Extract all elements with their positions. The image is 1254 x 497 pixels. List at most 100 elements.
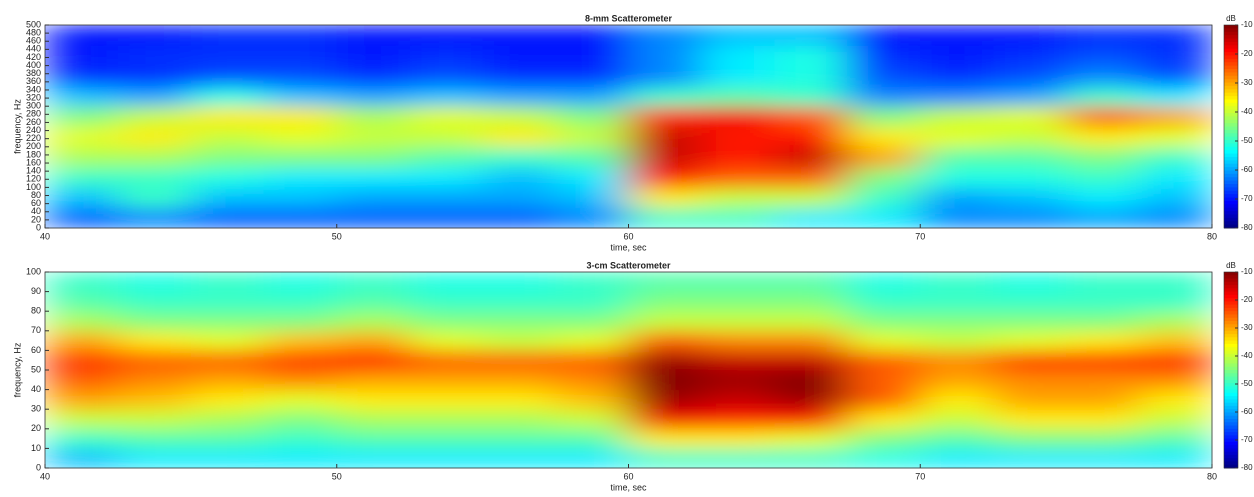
cell [337, 448, 410, 468]
colorbar-tick-label: -70 [1241, 435, 1253, 444]
colorbar-swatch [1224, 344, 1238, 348]
cell [701, 409, 774, 429]
colorbar-swatch [1224, 357, 1238, 361]
colorbar-swatch [1224, 143, 1238, 147]
cell [1066, 86, 1139, 107]
cell [410, 292, 483, 312]
cell [337, 208, 410, 229]
colorbar-tick-label: -10 [1241, 267, 1253, 276]
cell [993, 370, 1066, 390]
cell [410, 167, 483, 188]
cell [264, 66, 337, 87]
colorbar-swatch [1224, 28, 1238, 32]
cell [920, 25, 993, 46]
cell [993, 127, 1066, 148]
cell [847, 350, 920, 370]
cell [701, 448, 774, 468]
cell [1066, 147, 1139, 168]
colorbar-swatch [1224, 99, 1238, 103]
cell [556, 106, 629, 127]
colorbar-swatch [1224, 157, 1238, 161]
cell [264, 370, 337, 390]
cell [483, 409, 556, 429]
colorbar-swatch [1224, 130, 1238, 134]
cell [45, 390, 118, 410]
colorbar-swatch [1224, 311, 1238, 315]
cell [556, 292, 629, 312]
x-tick-label: 80 [1207, 231, 1217, 241]
cell [556, 448, 629, 468]
cell [337, 167, 410, 188]
cell [1066, 127, 1139, 148]
cell [847, 292, 920, 312]
cell [483, 311, 556, 331]
colorbar-swatch [1224, 416, 1238, 420]
cell [45, 187, 118, 208]
cell [483, 167, 556, 188]
cell [191, 167, 264, 188]
cell [1066, 331, 1139, 351]
cell [118, 350, 191, 370]
colorbar-swatch [1224, 350, 1238, 354]
cell [629, 390, 702, 410]
cell [993, 350, 1066, 370]
cell [920, 370, 993, 390]
page: 8-mm Scatterometer4050607080020406080100… [0, 0, 1254, 497]
colorbar-swatch [1224, 170, 1238, 174]
cell [774, 350, 847, 370]
cell [847, 409, 920, 429]
cell [264, 292, 337, 312]
colorbar-swatch [1224, 72, 1238, 76]
cell [264, 86, 337, 107]
colorbar-tick-label: -70 [1241, 194, 1253, 203]
cell [774, 292, 847, 312]
colorbar-swatch [1224, 386, 1238, 390]
colorbar-swatch [1224, 113, 1238, 117]
cell [701, 292, 774, 312]
cell [993, 86, 1066, 107]
cell [45, 147, 118, 168]
colorbar-swatch [1224, 184, 1238, 188]
x-tick-label: 60 [623, 471, 633, 481]
colorbar-tick-label: -80 [1241, 463, 1253, 472]
cell [774, 311, 847, 331]
colorbar-swatch [1224, 181, 1238, 185]
colorbar-swatch [1224, 221, 1238, 225]
cell [774, 390, 847, 410]
cell [264, 208, 337, 229]
cell [410, 187, 483, 208]
cell [264, 106, 337, 127]
cell [1139, 350, 1212, 370]
cell [920, 350, 993, 370]
cell [701, 350, 774, 370]
cell [774, 127, 847, 148]
colorbar-swatch [1224, 448, 1238, 452]
colorbar-tick-label: -60 [1241, 165, 1253, 174]
cell [45, 25, 118, 46]
heatmap-cells [45, 25, 1213, 229]
cell [847, 370, 920, 390]
cell [701, 167, 774, 188]
cell [847, 429, 920, 449]
colorbar-swatch [1224, 25, 1238, 29]
cell [629, 66, 702, 87]
cell [629, 187, 702, 208]
cell [847, 167, 920, 188]
colorbar-swatch [1224, 318, 1238, 322]
cell [847, 448, 920, 468]
colorbar-swatch [1224, 445, 1238, 449]
colorbar-tick-label: -10 [1241, 20, 1253, 29]
cell [1139, 167, 1212, 188]
cell [774, 25, 847, 46]
cell [847, 147, 920, 168]
cell [337, 272, 410, 292]
colorbar-tick-label: -30 [1241, 323, 1253, 332]
colorbar-swatch [1224, 120, 1238, 124]
colorbar-swatch [1224, 150, 1238, 154]
cell [556, 66, 629, 87]
cell [993, 25, 1066, 46]
colorbar-swatch [1224, 458, 1238, 462]
colorbar-swatch [1224, 194, 1238, 198]
cell [920, 429, 993, 449]
cell [1139, 292, 1212, 312]
